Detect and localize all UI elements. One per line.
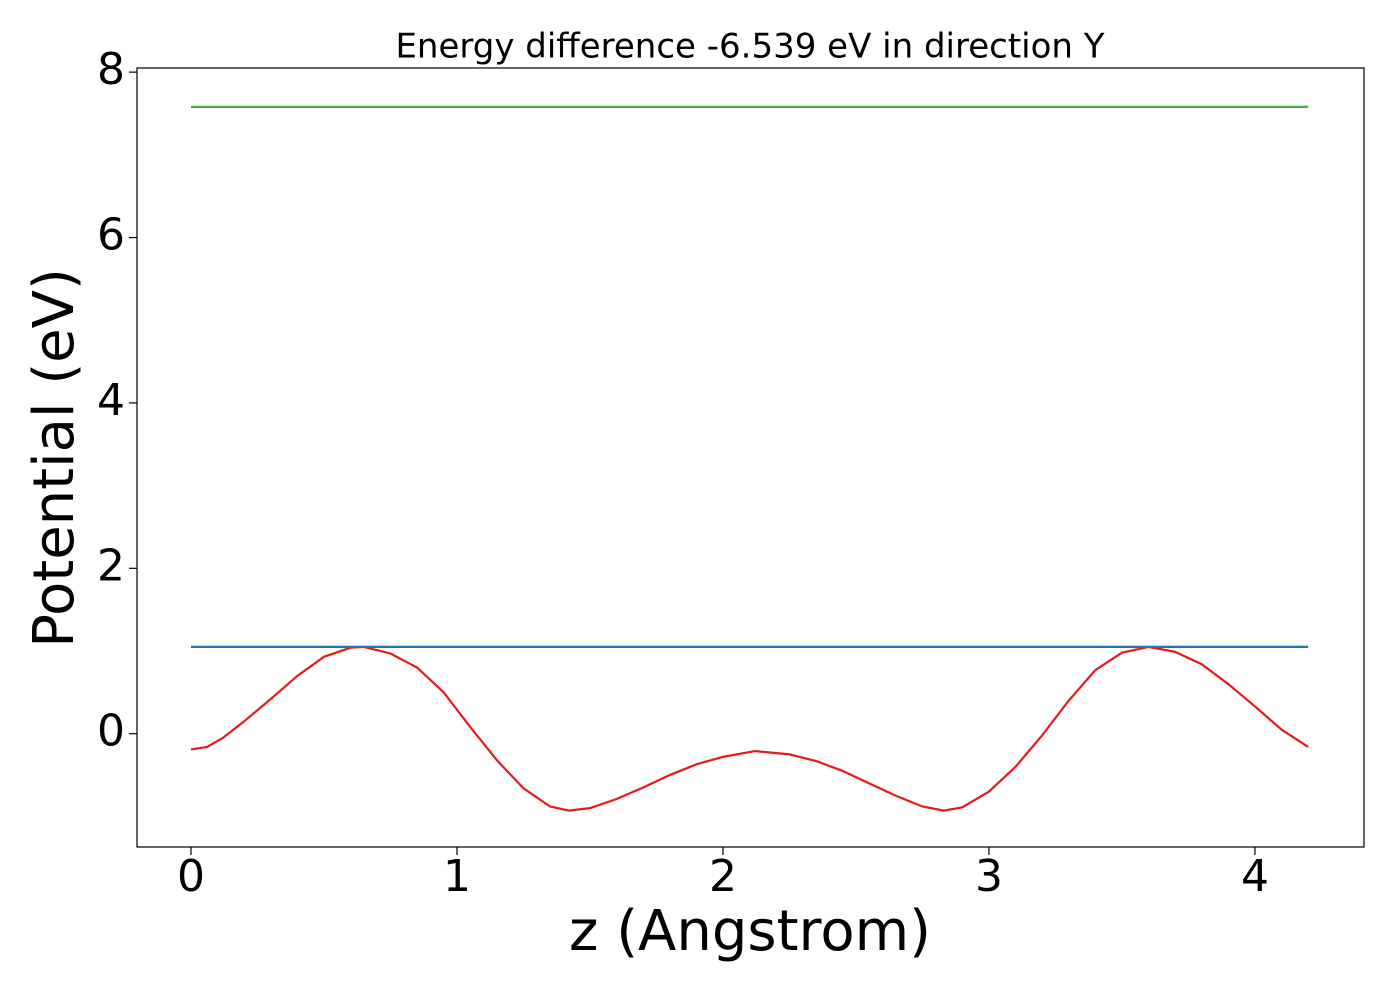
x-tick-label: 3 (975, 851, 1003, 902)
x-tick-label: 4 (1241, 851, 1269, 902)
y-tick-label: 6 (97, 210, 125, 261)
x-tick-label: 2 (709, 851, 737, 902)
y-tick-label: 0 (97, 706, 125, 757)
y-tick-label: 4 (97, 375, 125, 426)
x-axis-label: z (Angstrom) (569, 899, 931, 964)
line (190, 645, 1309, 812)
x-tick-label: 0 (177, 851, 205, 902)
x-tick-label: 1 (443, 851, 471, 902)
chart-title: Energy difference -6.539 eV in direction… (395, 27, 1104, 67)
y-tick-label: 8 (97, 44, 125, 95)
y-axis-label: Potential (eV) (22, 268, 87, 648)
y-tick-label: 2 (97, 540, 125, 591)
plot-frame (136, 67, 1365, 848)
